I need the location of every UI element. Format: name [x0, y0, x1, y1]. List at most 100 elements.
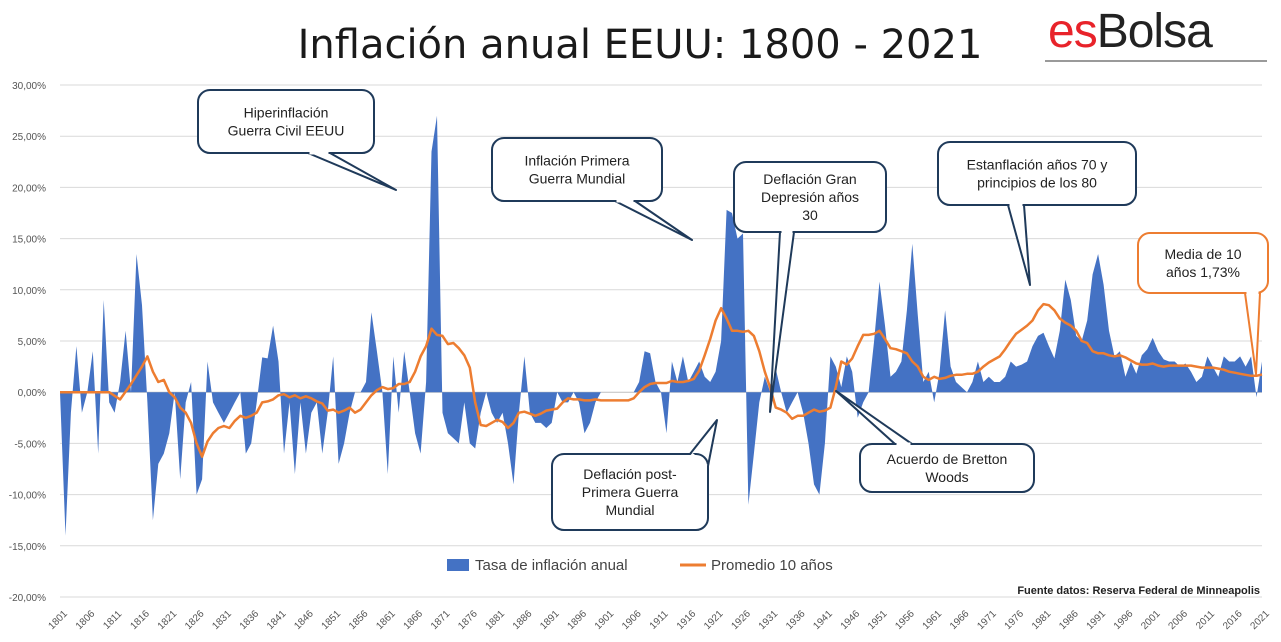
callout-pointer	[1244, 292, 1261, 375]
chart-title: Inflación anual EEUU: 1800 - 2021	[298, 22, 983, 68]
y-tick-label: 10,00%	[12, 286, 46, 297]
callout-depression: Deflación Gran Depresión años 30	[733, 161, 887, 413]
x-tick-label: 1831	[210, 608, 234, 632]
x-tick-label: 1971	[975, 608, 999, 632]
x-tick-label: 1976	[1003, 608, 1027, 632]
callouts: Hiperinflación Guerra Civil EEUU Inflación…	[197, 89, 1269, 531]
x-tick-label: 1931	[757, 608, 781, 632]
callout-box	[491, 137, 663, 202]
x-tick-label: 2021	[1248, 608, 1272, 632]
x-tick-label: 1896	[566, 608, 590, 632]
callout-box	[1137, 232, 1269, 294]
x-tick-label: 1951	[866, 608, 890, 632]
source-note: Fuente datos: Reserva Federal de Minneap…	[1017, 585, 1260, 597]
x-tick-label: 1846	[292, 608, 316, 632]
brand-es: es	[1048, 5, 1098, 58]
callout-text: Inflación Primera	[524, 153, 629, 169]
callout-text: Deflación Gran	[763, 171, 856, 187]
x-tick-label: 1881	[484, 608, 508, 632]
x-tick-label: 1946	[839, 608, 863, 632]
y-tick-label: -20,00%	[9, 593, 46, 604]
callout-post-wwi: Deflación post- Primera Guerra Mundial	[551, 419, 718, 531]
callout-text: Woods	[925, 469, 968, 485]
y-axis-ticks: 30,00% 25,00% 20,00% 15,00% 10,00% 5,00% 0,00%…	[9, 81, 46, 604]
x-tick-label: 1966	[948, 608, 972, 632]
y-tick-label: 0,00%	[18, 388, 46, 399]
x-tick-label: 1816	[128, 608, 152, 632]
x-tick-label: 1886	[511, 608, 535, 632]
x-tick-label: 1906	[620, 608, 644, 632]
x-tick-label: 1956	[893, 608, 917, 632]
callout-pointer	[307, 152, 397, 191]
callout-bretton: Acuerdo de Bretton Woods	[835, 390, 1035, 493]
x-tick-label: 1851	[320, 608, 344, 632]
x-tick-label: 1811	[101, 608, 124, 631]
callout-text: Deflación post-	[583, 466, 677, 482]
x-axis-ticks: 1801 1806 1811 1816 1821 1826 1831 1836 1841 1846…	[46, 608, 1272, 632]
x-tick-label: 1991	[1085, 608, 1109, 632]
legend-label-area: Tasa de inflación anual	[475, 557, 628, 574]
callout-box	[197, 89, 375, 154]
callout-text: Primera Guerra	[582, 484, 679, 500]
callout-wwi: Inflación Primera Guerra Mundial	[491, 137, 693, 241]
y-tick-label: -10,00%	[9, 491, 46, 502]
x-tick-label: 1916	[675, 608, 699, 632]
x-tick-label: 1936	[784, 608, 808, 632]
callout-text: años 1,73%	[1166, 264, 1240, 280]
brand-bolsa: Bolsa	[1096, 5, 1213, 58]
callout-box	[733, 161, 887, 233]
callout-civil-war: Hiperinflación Guerra Civil EEUU	[197, 89, 397, 191]
x-tick-label: 1926	[729, 608, 753, 632]
callout-joint	[690, 452, 708, 468]
callout-text: Mundial	[605, 502, 654, 518]
legend-label-line: Promedio 10 años	[711, 557, 833, 574]
x-tick-label: 1961	[921, 608, 945, 632]
x-tick-label: 1876	[456, 608, 480, 632]
callout-text: principios de los 80	[977, 175, 1097, 191]
callout-stagflation: Estanflación años 70 y principios de los …	[937, 141, 1137, 286]
x-tick-label: 2011	[1194, 608, 1217, 631]
y-tick-label: 30,00%	[12, 81, 46, 92]
x-tick-label: 1986	[1057, 608, 1081, 632]
y-tick-label: -15,00%	[9, 542, 46, 553]
x-tick-label: 1856	[347, 608, 371, 632]
x-tick-label: 2001	[1139, 608, 1163, 632]
callout-pointer	[769, 231, 795, 413]
callout-pointer	[1007, 204, 1031, 286]
callout-text: Guerra Mundial	[529, 171, 626, 187]
x-tick-label: 1836	[238, 608, 262, 632]
x-tick-label: 1891	[538, 608, 562, 632]
x-tick-label: 1996	[1112, 608, 1136, 632]
callout-text: Media de 10	[1164, 246, 1241, 262]
callout-text: Estanflación años 70 y	[967, 157, 1108, 173]
y-tick-label: 25,00%	[12, 132, 46, 143]
x-tick-label: 1871	[429, 608, 453, 632]
y-tick-label: 20,00%	[12, 183, 46, 194]
callout-text: Guerra Civil EEUU	[228, 123, 345, 139]
x-tick-label: 1911	[648, 608, 671, 631]
x-tick-label: 1801	[46, 608, 70, 632]
callout-text: Acuerdo de Bretton	[887, 451, 1008, 467]
brand-logo: esBolsa	[1048, 5, 1213, 58]
series-average-line	[60, 302, 1263, 458]
callout-pointer	[835, 390, 913, 445]
callout-box	[551, 453, 709, 531]
plot-area	[60, 115, 1263, 536]
legend: Tasa de inflación anual Promedio 10 años	[447, 557, 833, 574]
x-tick-label: 1861	[374, 608, 398, 632]
y-tick-label: 15,00%	[12, 235, 46, 246]
callout-average: Media de 10 años 1,73%	[1137, 232, 1269, 375]
legend-swatch-area	[447, 559, 469, 571]
x-tick-label: 1866	[402, 608, 426, 632]
callout-pointer	[614, 200, 693, 241]
x-tick-label: 1901	[593, 608, 617, 632]
callout-text: Depresión años	[761, 189, 859, 205]
x-tick-label: 1826	[183, 608, 207, 632]
x-tick-label: 1921	[702, 608, 726, 632]
x-tick-label: 1821	[156, 608, 180, 632]
callout-text: 30	[802, 207, 818, 223]
x-tick-label: 2006	[1167, 608, 1191, 632]
callout-box	[859, 443, 1035, 493]
x-tick-label: 1806	[74, 608, 98, 632]
